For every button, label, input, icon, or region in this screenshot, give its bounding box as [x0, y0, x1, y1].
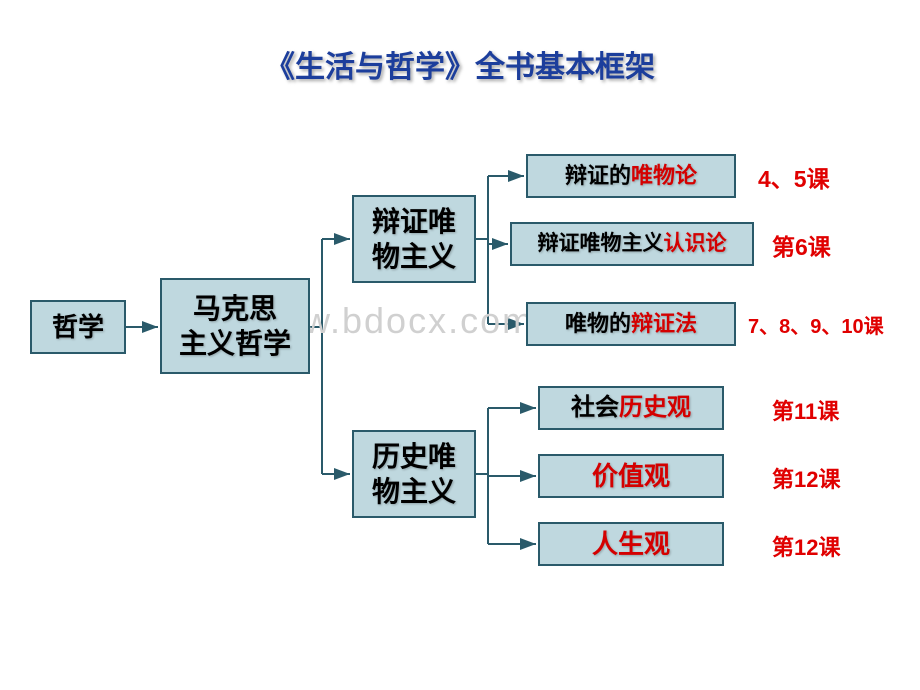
leaf6-red: 人生观 — [592, 528, 670, 561]
leaf-values: 价值观 — [538, 454, 724, 498]
annot-lesson-12a: 第12课 — [772, 462, 840, 494]
leaf2-red: 认识论 — [664, 231, 727, 257]
node-histmat-line2: 物主义 — [372, 474, 456, 509]
leaf-materialism: 辩证的唯物论 — [526, 154, 736, 198]
node-dialmat-line1: 辩证唯 — [372, 204, 456, 239]
leaf4-pre: 社会 — [571, 393, 619, 423]
node-marx-line1: 马克思 — [179, 291, 291, 326]
leaf1-red: 唯物论 — [631, 162, 697, 190]
leaf4-red: 历史观 — [619, 393, 691, 423]
leaf-epistemology: 辩证唯物主义认识论 — [510, 222, 754, 266]
annot-lesson-7-10: 7、8、9、10课 — [748, 310, 884, 339]
annot-lesson-6: 第6课 — [772, 228, 831, 262]
node-root-label: 哲学 — [52, 311, 104, 344]
leaf-dialectics: 唯物的辩证法 — [526, 302, 736, 346]
node-dialectical-materialism: 辩证唯 物主义 — [352, 195, 476, 283]
node-histmat-line1: 历史唯 — [372, 439, 456, 474]
node-marx-line2: 主义哲学 — [179, 326, 291, 361]
leaf2-pre: 辩证唯物主义 — [538, 231, 664, 257]
node-dialmat-line2: 物主义 — [372, 239, 456, 274]
connectors-svg — [0, 0, 920, 690]
node-root: 哲学 — [30, 300, 126, 354]
leaf1-pre: 辩证的 — [565, 162, 631, 190]
annot-lesson-4-5: 4、5课 — [758, 160, 830, 194]
leaf3-pre: 唯物的 — [565, 310, 631, 338]
annot-lesson-11: 第11课 — [772, 394, 839, 426]
leaf-life-view: 人生观 — [538, 522, 724, 566]
annot-lesson-12b: 第12课 — [772, 530, 840, 562]
node-historical-materialism: 历史唯 物主义 — [352, 430, 476, 518]
leaf3-red: 辩证法 — [631, 310, 697, 338]
node-marx: 马克思 主义哲学 — [160, 278, 310, 374]
leaf-social-history: 社会历史观 — [538, 386, 724, 430]
page-title: 《生活与哲学》全书基本框架 — [265, 42, 655, 86]
leaf5-red: 价值观 — [592, 460, 670, 493]
title-text: 《生活与哲学》全书基本框架 — [265, 51, 655, 84]
